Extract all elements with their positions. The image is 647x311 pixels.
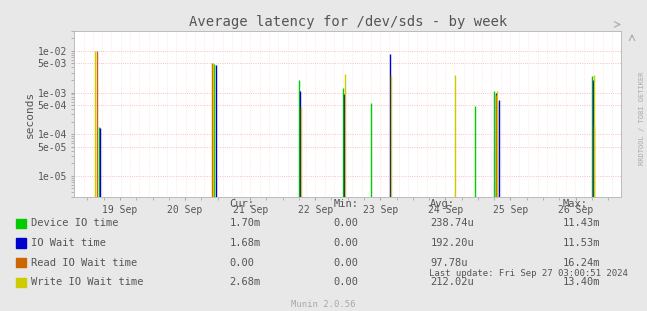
Text: 2.68m: 2.68m <box>230 277 261 287</box>
Text: 1.70m: 1.70m <box>230 218 261 229</box>
Text: Device IO time: Device IO time <box>31 218 118 229</box>
Text: 16.24m: 16.24m <box>563 258 600 268</box>
Text: 192.20u: 192.20u <box>430 238 474 248</box>
Text: 212.02u: 212.02u <box>430 277 474 287</box>
Y-axis label: seconds: seconds <box>25 91 34 138</box>
Text: 97.78u: 97.78u <box>430 258 468 268</box>
Text: Munin 2.0.56: Munin 2.0.56 <box>291 300 356 309</box>
Text: 0.00: 0.00 <box>333 258 358 268</box>
Text: Read IO Wait time: Read IO Wait time <box>31 258 137 268</box>
Text: 0.00: 0.00 <box>333 238 358 248</box>
Text: Avg:: Avg: <box>430 199 455 209</box>
Text: IO Wait time: IO Wait time <box>31 238 106 248</box>
Text: Last update: Fri Sep 27 03:00:51 2024: Last update: Fri Sep 27 03:00:51 2024 <box>429 269 628 278</box>
Text: 13.40m: 13.40m <box>563 277 600 287</box>
Text: Cur:: Cur: <box>230 199 255 209</box>
Text: 0.00: 0.00 <box>333 218 358 229</box>
Text: RRDTOOL / TOBI OETIKER: RRDTOOL / TOBI OETIKER <box>639 72 646 165</box>
Text: 0.00: 0.00 <box>333 277 358 287</box>
Text: Max:: Max: <box>563 199 588 209</box>
Text: 238.74u: 238.74u <box>430 218 474 229</box>
Text: 0.00: 0.00 <box>230 258 255 268</box>
Title: Average latency for /dev/sds - by week: Average latency for /dev/sds - by week <box>189 15 507 29</box>
Text: 11.43m: 11.43m <box>563 218 600 229</box>
Text: Min:: Min: <box>333 199 358 209</box>
Text: 11.53m: 11.53m <box>563 238 600 248</box>
Text: 1.68m: 1.68m <box>230 238 261 248</box>
Text: Write IO Wait time: Write IO Wait time <box>31 277 144 287</box>
